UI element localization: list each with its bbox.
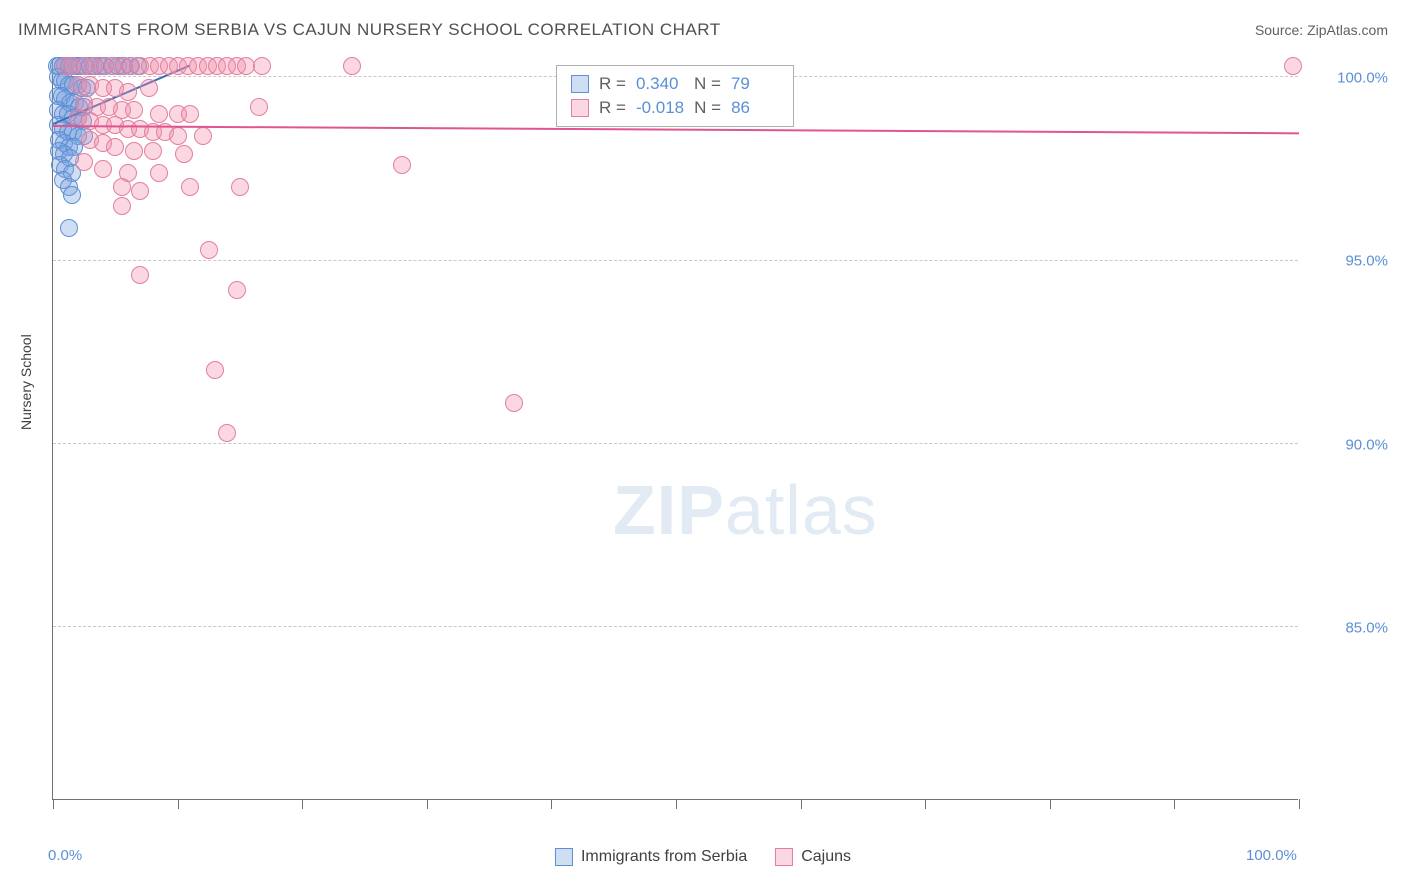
stats-row-series-0: R = 0.340 N = 79 xyxy=(571,72,779,96)
y-tick-label: 85.0% xyxy=(1345,619,1388,636)
x-tick xyxy=(801,799,802,809)
x-tick xyxy=(925,799,926,809)
title-bar: IMMIGRANTS FROM SERBIA VS CAJUN NURSERY … xyxy=(18,20,1388,40)
scatter-marker xyxy=(131,182,149,200)
stats-row-series-1: R = -0.018 N = 86 xyxy=(571,96,779,120)
scatter-marker xyxy=(150,105,168,123)
scatter-marker xyxy=(1284,57,1302,75)
scatter-marker xyxy=(181,178,199,196)
source-attribution: Source: ZipAtlas.com xyxy=(1255,22,1388,38)
scatter-marker xyxy=(60,219,78,237)
scatter-marker xyxy=(94,160,112,178)
legend-label-1: Cajuns xyxy=(801,848,851,866)
y-axis-label: Nursery School xyxy=(18,334,34,430)
x-tick-label: 100.0% xyxy=(1246,847,1297,864)
scatter-marker xyxy=(169,127,187,145)
plot-area: ZIPatlas xyxy=(52,60,1298,800)
n-value-1: 86 xyxy=(731,98,779,118)
x-tick xyxy=(427,799,428,809)
r-label-0: R = xyxy=(599,74,626,94)
scatter-marker xyxy=(343,57,361,75)
scatter-marker xyxy=(218,424,236,442)
scatter-marker xyxy=(393,156,411,174)
r-label-1: R = xyxy=(599,98,626,118)
n-label-0: N = xyxy=(694,74,721,94)
scatter-marker xyxy=(125,142,143,160)
gridline-h xyxy=(53,443,1298,444)
scatter-marker xyxy=(505,394,523,412)
swatch-series-1 xyxy=(571,99,589,117)
scatter-marker xyxy=(113,178,131,196)
scatter-marker xyxy=(63,186,81,204)
scatter-marker xyxy=(75,153,93,171)
legend-item-1: Cajuns xyxy=(775,848,851,866)
scatter-marker xyxy=(144,142,162,160)
scatter-marker xyxy=(228,281,246,299)
x-tick xyxy=(178,799,179,809)
x-tick xyxy=(53,799,54,809)
legend-label-0: Immigrants from Serbia xyxy=(581,848,747,866)
scatter-marker xyxy=(119,83,137,101)
chart-title: IMMIGRANTS FROM SERBIA VS CAJUN NURSERY … xyxy=(18,20,721,40)
scatter-marker xyxy=(253,57,271,75)
scatter-marker xyxy=(113,197,131,215)
legend-swatch-1 xyxy=(775,848,793,866)
scatter-marker xyxy=(175,145,193,163)
y-tick-label: 95.0% xyxy=(1345,253,1388,270)
n-value-0: 79 xyxy=(731,74,779,94)
gridline-h xyxy=(53,626,1298,627)
gridline-h xyxy=(53,260,1298,261)
y-tick-label: 100.0% xyxy=(1337,70,1388,87)
r-value-1: -0.018 xyxy=(636,98,684,118)
x-tick xyxy=(676,799,677,809)
r-value-0: 0.340 xyxy=(636,74,684,94)
x-tick xyxy=(1299,799,1300,809)
scatter-marker xyxy=(194,127,212,145)
bottom-legend: Immigrants from Serbia Cajuns xyxy=(555,848,851,866)
x-tick xyxy=(302,799,303,809)
watermark-bold: ZIP xyxy=(613,471,725,549)
y-tick-label: 90.0% xyxy=(1345,436,1388,453)
scatter-marker xyxy=(140,79,158,97)
swatch-series-0 xyxy=(571,75,589,93)
x-tick-label: 0.0% xyxy=(48,847,82,864)
x-tick xyxy=(1174,799,1175,809)
legend-swatch-0 xyxy=(555,848,573,866)
legend-item-0: Immigrants from Serbia xyxy=(555,848,747,866)
scatter-marker xyxy=(231,178,249,196)
scatter-marker xyxy=(250,98,268,116)
watermark: ZIPatlas xyxy=(613,470,878,550)
x-tick xyxy=(551,799,552,809)
scatter-marker xyxy=(125,101,143,119)
scatter-marker xyxy=(150,164,168,182)
x-tick xyxy=(1050,799,1051,809)
scatter-marker xyxy=(106,138,124,156)
scatter-marker xyxy=(131,266,149,284)
scatter-marker xyxy=(181,105,199,123)
n-label-1: N = xyxy=(694,98,721,118)
stats-legend-box: R = 0.340 N = 79 R = -0.018 N = 86 xyxy=(556,65,794,127)
watermark-rest: atlas xyxy=(725,471,878,549)
scatter-marker xyxy=(200,241,218,259)
scatter-marker xyxy=(206,361,224,379)
